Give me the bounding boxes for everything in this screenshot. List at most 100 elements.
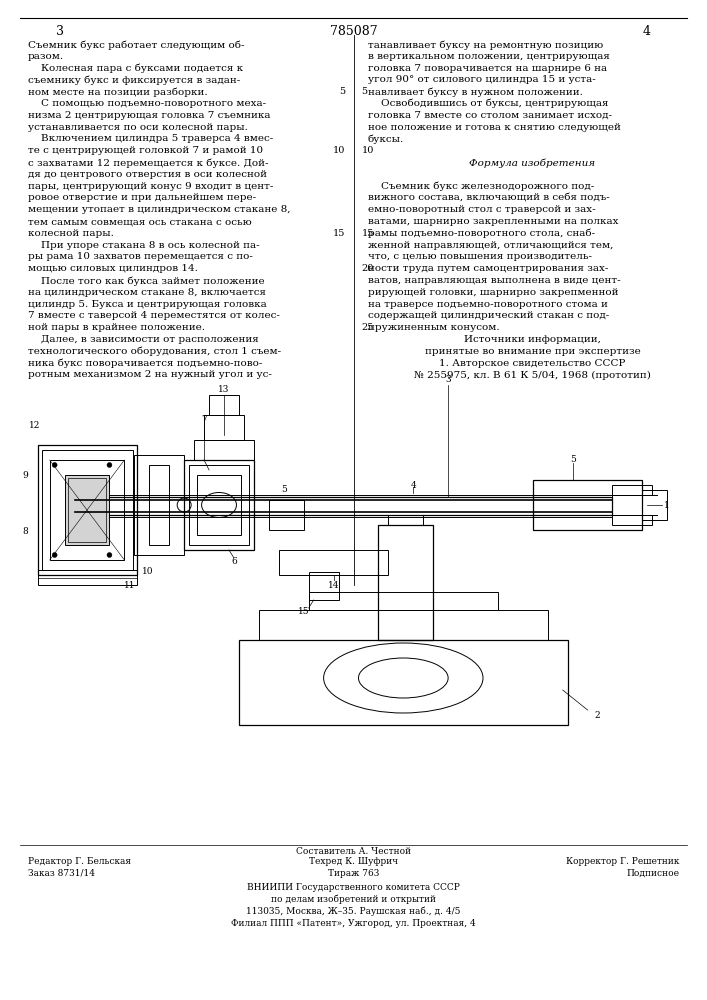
Bar: [388, 515, 423, 525]
Bar: [184, 460, 254, 550]
Text: пары, центрирующий конус 9 входит в цент-: пары, центрирующий конус 9 входит в цент…: [28, 182, 274, 191]
Text: 5: 5: [361, 87, 368, 96]
Text: разом.: разом.: [28, 52, 64, 61]
Text: Далее, в зависимости от расположения: Далее, в зависимости от расположения: [28, 335, 259, 344]
Text: Включением цилиндра 5 траверса 4 вмес-: Включением цилиндра 5 траверса 4 вмес-: [28, 134, 273, 143]
Text: 113035, Москва, Ж–35. Раушская наб., д. 4/5: 113035, Москва, Ж–35. Раушская наб., д. …: [246, 907, 461, 916]
Text: 14: 14: [328, 580, 339, 589]
Text: ватов, направляющая выполнена в виде цент-: ватов, направляющая выполнена в виде цен…: [368, 276, 620, 285]
Bar: [149, 465, 169, 545]
Text: ное положение и готова к снятию следующей: ное положение и готова к снятию следующе…: [368, 123, 620, 132]
Text: тем самым совмещая ось стакана с осью: тем самым совмещая ось стакана с осью: [28, 217, 252, 226]
Text: навливает буксу в нужном положении.: навливает буксу в нужном положении.: [368, 87, 583, 97]
Text: Техред К. Шуфрич: Техред К. Шуфрич: [309, 857, 398, 866]
Circle shape: [52, 552, 57, 558]
Circle shape: [107, 462, 112, 468]
Text: С помощью подъемно-поворотного меха-: С помощью подъемно-поворотного меха-: [28, 99, 266, 108]
Text: дя до центрового отверстия в оси колесной: дя до центрового отверстия в оси колесно…: [28, 170, 267, 179]
Text: 15: 15: [333, 229, 346, 238]
Text: содержащей цилиндрический стакан с под-: содержащей цилиндрический стакан с под-: [368, 311, 609, 320]
Circle shape: [177, 498, 191, 512]
Text: Филиал ППП «Патент», Ужгород, ул. Проектная, 4: Филиал ППП «Патент», Ужгород, ул. Проект…: [231, 919, 476, 928]
Bar: [279, 550, 388, 575]
Text: буксы.: буксы.: [368, 134, 404, 144]
Text: Съемник букс работает следующим об-: Съемник букс работает следующим об-: [28, 40, 245, 49]
Text: ной пары в крайнее положение.: ной пары в крайнее положение.: [28, 323, 205, 332]
Bar: [533, 480, 643, 530]
Text: рирующей головки, шарнирно закрепменной: рирующей головки, шарнирно закрепменной: [368, 288, 618, 297]
Text: 2: 2: [595, 710, 600, 720]
Text: угол 90° от силового цилиндра 15 и уста-: угол 90° от силового цилиндра 15 и уста-: [368, 75, 595, 84]
Text: Корректор Г. Решетник: Корректор Г. Решетник: [566, 857, 679, 866]
Text: женной направляющей, отличающийся тем,: женной направляющей, отличающийся тем,: [368, 241, 613, 250]
Text: принятые во внимание при экспертизе: принятые во внимание при экспертизе: [425, 347, 641, 356]
Bar: [239, 640, 568, 725]
Text: Редактор Г. Бельская: Редактор Г. Бельская: [28, 857, 131, 866]
Text: 9: 9: [22, 471, 28, 480]
Bar: [194, 440, 254, 460]
Text: танавливает буксу на ремонтную позицию: танавливает буксу на ремонтную позицию: [368, 40, 603, 49]
Text: с захватами 12 перемещается к буксе. Дой-: с захватами 12 перемещается к буксе. Дой…: [28, 158, 269, 167]
Text: 15: 15: [361, 229, 374, 238]
Text: Тираж 763: Тираж 763: [328, 869, 379, 878]
Text: 5: 5: [281, 486, 287, 494]
Text: те с центрирующей головкой 7 и рамой 10: те с центрирующей головкой 7 и рамой 10: [28, 146, 263, 155]
Bar: [197, 475, 241, 535]
Text: 8: 8: [22, 528, 28, 536]
Bar: [612, 515, 653, 525]
Text: на траверсе подъемно-поворотного стома и: на траверсе подъемно-поворотного стома и: [368, 300, 607, 309]
Text: 5: 5: [570, 456, 575, 464]
Text: мощью силовых цилиндров 14.: мощью силовых цилиндров 14.: [28, 264, 198, 273]
Text: пружиненным конусом.: пружиненным конусом.: [368, 323, 499, 332]
Bar: [74, 495, 612, 517]
Text: 25: 25: [361, 323, 374, 332]
Text: № 255975, кл. В 61 К 5/04, 1968 (прототип): № 255975, кл. В 61 К 5/04, 1968 (прототи…: [414, 370, 651, 380]
Text: Формула изобретения: Формула изобретения: [469, 158, 595, 167]
Bar: [64, 475, 110, 545]
Text: После того как букса займет положение: После того как букса займет положение: [28, 276, 264, 286]
Text: 785087: 785087: [329, 25, 378, 38]
Text: Колесная пара с буксами подается к: Колесная пара с буксами подается к: [28, 64, 243, 73]
Text: ротным механизмом 2 на нужный угол и ус-: ротным механизмом 2 на нужный угол и ус-: [28, 370, 272, 379]
Text: 10: 10: [361, 146, 374, 155]
Text: вижного состава, включающий в себя подъ-: вижного состава, включающий в себя подъ-: [368, 193, 609, 202]
Text: 6: 6: [231, 558, 237, 566]
Text: ровое отверстие и при дальнейшем пере-: ровое отверстие и при дальнейшем пере-: [28, 193, 256, 202]
Bar: [643, 490, 667, 520]
Text: 20: 20: [361, 264, 374, 273]
Text: ВНИИПИ Государственного комитета СССР: ВНИИПИ Государственного комитета СССР: [247, 883, 460, 892]
Bar: [37, 445, 137, 575]
Text: 4: 4: [643, 25, 651, 38]
Text: низма 2 центрирующая головка 7 съемника: низма 2 центрирующая головка 7 съемника: [28, 111, 271, 120]
Text: мещении утопает в цилиндрическом стакане 8,: мещении утопает в цилиндрическом стакане…: [28, 205, 291, 214]
Text: колесной пары.: колесной пары.: [28, 229, 114, 238]
Bar: [269, 500, 304, 530]
Text: Подписное: Подписное: [626, 869, 679, 878]
Text: ватами, шарнирно закрепленными на полках: ватами, шарнирно закрепленными на полках: [368, 217, 618, 226]
Text: ности труда путем самоцентрирования зах-: ности труда путем самоцентрирования зах-: [368, 264, 608, 273]
Text: 7: 7: [201, 416, 207, 424]
Bar: [204, 415, 244, 440]
Circle shape: [107, 552, 112, 558]
Text: технологического оборудования, стол 1 съем-: технологического оборудования, стол 1 съ…: [28, 347, 281, 356]
Text: устанавливается по оси колесной пары.: устанавливается по оси колесной пары.: [28, 123, 248, 132]
Bar: [209, 395, 239, 415]
Text: 10: 10: [333, 146, 346, 155]
Bar: [74, 497, 612, 515]
Bar: [309, 592, 498, 610]
Text: 13: 13: [218, 385, 230, 394]
Bar: [42, 450, 134, 570]
Text: Съемник букс железнодорожного под-: Съемник букс железнодорожного под-: [368, 182, 594, 191]
Text: что, с целью повышения производитель-: что, с целью повышения производитель-: [368, 252, 592, 261]
Bar: [612, 485, 653, 495]
Text: 11: 11: [124, 580, 135, 589]
Text: съемнику букс и фиксируется в задан-: съемнику букс и фиксируется в задан-: [28, 75, 240, 85]
Text: 15: 15: [298, 607, 310, 616]
Bar: [68, 478, 107, 542]
Text: ры рама 10 захватов перемещается с по-: ры рама 10 захватов перемещается с по-: [28, 252, 253, 261]
Text: рамы подъемно-поворотного стола, снаб-: рамы подъемно-поворотного стола, снаб-: [368, 229, 595, 238]
Text: При упоре стакана 8 в ось колесной па-: При упоре стакана 8 в ось колесной па-: [28, 241, 259, 250]
Text: 4: 4: [410, 481, 416, 489]
Text: 10: 10: [141, 568, 153, 576]
Bar: [378, 525, 433, 640]
